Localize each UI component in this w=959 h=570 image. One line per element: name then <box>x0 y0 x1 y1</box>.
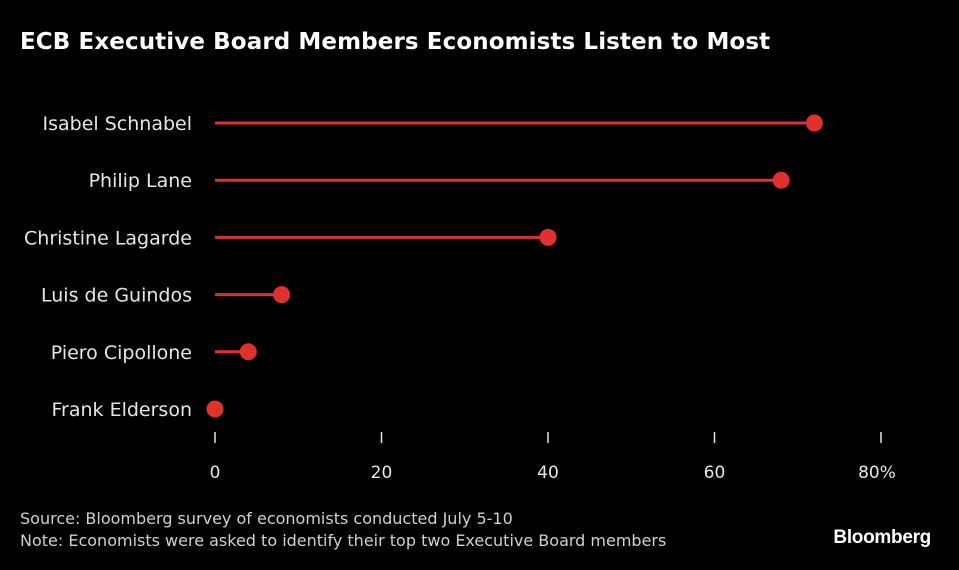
method-note: Note: Economists were asked to identify … <box>20 531 667 550</box>
category-label: Piero Cipollone <box>51 342 192 364</box>
lollipop-dot <box>273 286 291 304</box>
x-tick-label: 60 <box>704 463 726 483</box>
category-label: Isabel Schnabel <box>43 113 192 135</box>
x-tick-label: 80% <box>858 463 896 483</box>
category-label: Frank Elderson <box>52 399 193 421</box>
category-label: Luis de Guindos <box>41 285 192 307</box>
lollipop-dot <box>772 171 790 189</box>
lollipop-dot <box>239 343 257 361</box>
chart-title: ECB Executive Board Members Economists L… <box>20 29 771 55</box>
category-label: Philip Lane <box>89 170 192 192</box>
lollipop-dot <box>539 228 557 246</box>
lollipop-dot <box>805 114 823 132</box>
lollipop-chart: Isabel Schnabel Philip Lane Christine Laga… <box>24 113 896 483</box>
source-note: Source: Bloomberg survey of economists c… <box>20 509 513 528</box>
x-tick-label: 20 <box>371 463 393 483</box>
bloomberg-logo: Bloomberg <box>833 527 931 548</box>
lollipop-dot <box>206 400 224 418</box>
x-tick-label: 0 <box>210 463 221 483</box>
category-label: Christine Lagarde <box>24 227 192 249</box>
x-tick-label: 40 <box>537 463 559 483</box>
